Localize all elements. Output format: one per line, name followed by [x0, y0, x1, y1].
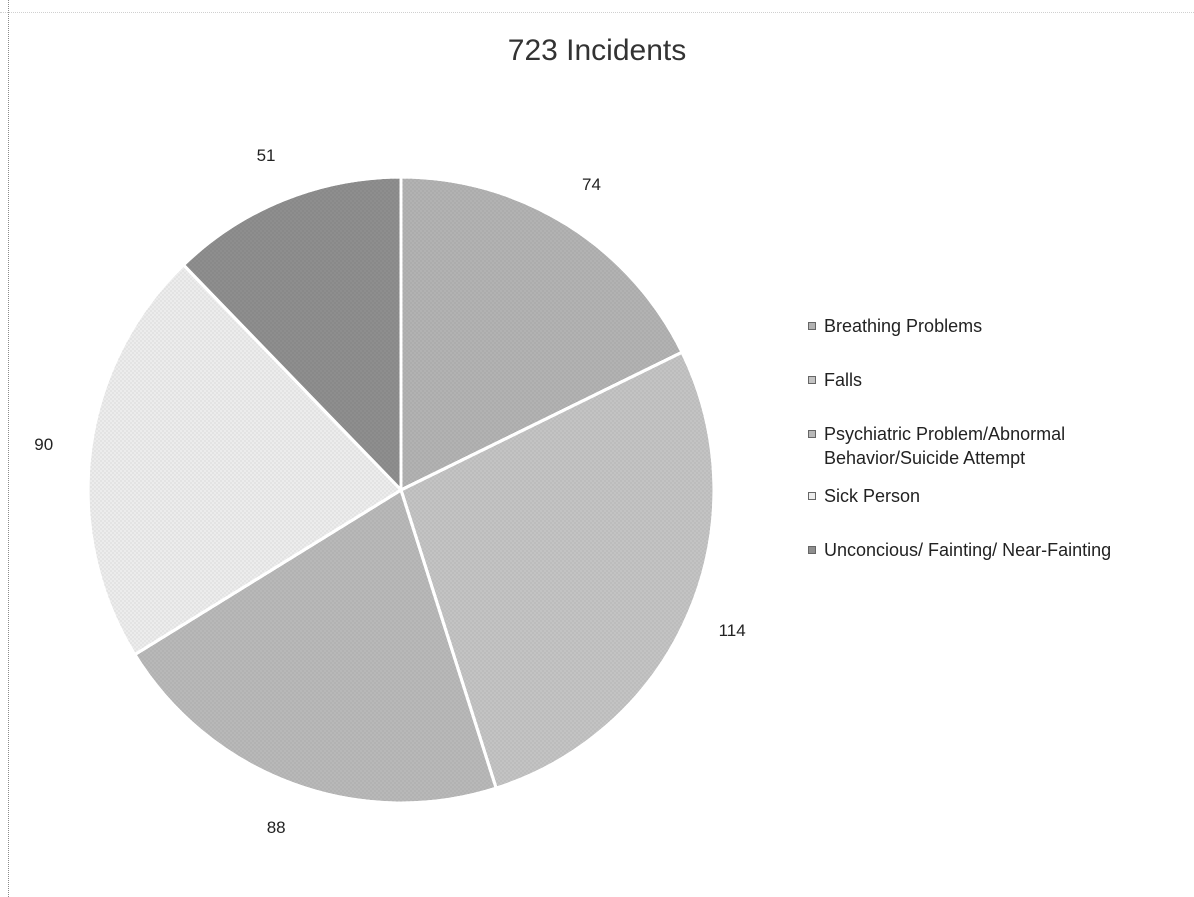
legend-label: Psychiatric Problem/Abnormal Behavior/Su…	[824, 424, 1066, 468]
data-label-falls: 114	[718, 621, 746, 641]
pie-slice-texture	[86, 262, 404, 657]
data-label-breathing-problems: 74	[581, 174, 601, 194]
legend-swatch	[808, 322, 816, 330]
pie-slice-texture	[399, 175, 685, 493]
legend-item-falls: Falls	[808, 368, 1188, 392]
legend-item-unconcious-fainting-near-fainting: Unconcious/ Fainting/ Near-Fainting	[808, 538, 1188, 562]
top-edge-divider	[0, 12, 1194, 13]
legend-label: Breathing Problems	[824, 316, 983, 336]
pie-slice-texture	[181, 175, 403, 494]
data-label-psychiatric-problem-abnormal-behavior-suicide-attempt: 88	[266, 817, 286, 837]
legend-label: Sick Person	[824, 486, 921, 506]
legend-swatch	[808, 430, 816, 438]
pie-slice-texture	[132, 487, 499, 805]
legend-item-sick-person: Sick Person	[808, 484, 1188, 508]
chart-title: 723 Incidents	[507, 34, 687, 67]
legend-swatch	[808, 492, 816, 500]
legend-item-breathing-problems: Breathing Problems	[808, 314, 1188, 338]
legend-label: Falls	[824, 370, 863, 390]
chart-frame	[8, 0, 1194, 897]
legend: Breathing Problems Falls Psychiatric Probl…	[808, 314, 1188, 592]
data-label-unconcious-fainting-near-fainting: 51	[256, 146, 276, 166]
legend-item-psychiatric-problem-abnormal-behavior-suicide-attempt: Psychiatric Problem/Abnormal Behavior/Su…	[808, 422, 1188, 470]
legend-swatch	[808, 376, 816, 384]
legend-swatch	[808, 546, 816, 554]
pie-slices	[86, 175, 716, 805]
legend-label: Unconcious/ Fainting/ Near-Fainting	[824, 540, 1112, 560]
data-label-sick-person: 90	[34, 435, 54, 455]
pie-slice-texture	[399, 350, 716, 791]
